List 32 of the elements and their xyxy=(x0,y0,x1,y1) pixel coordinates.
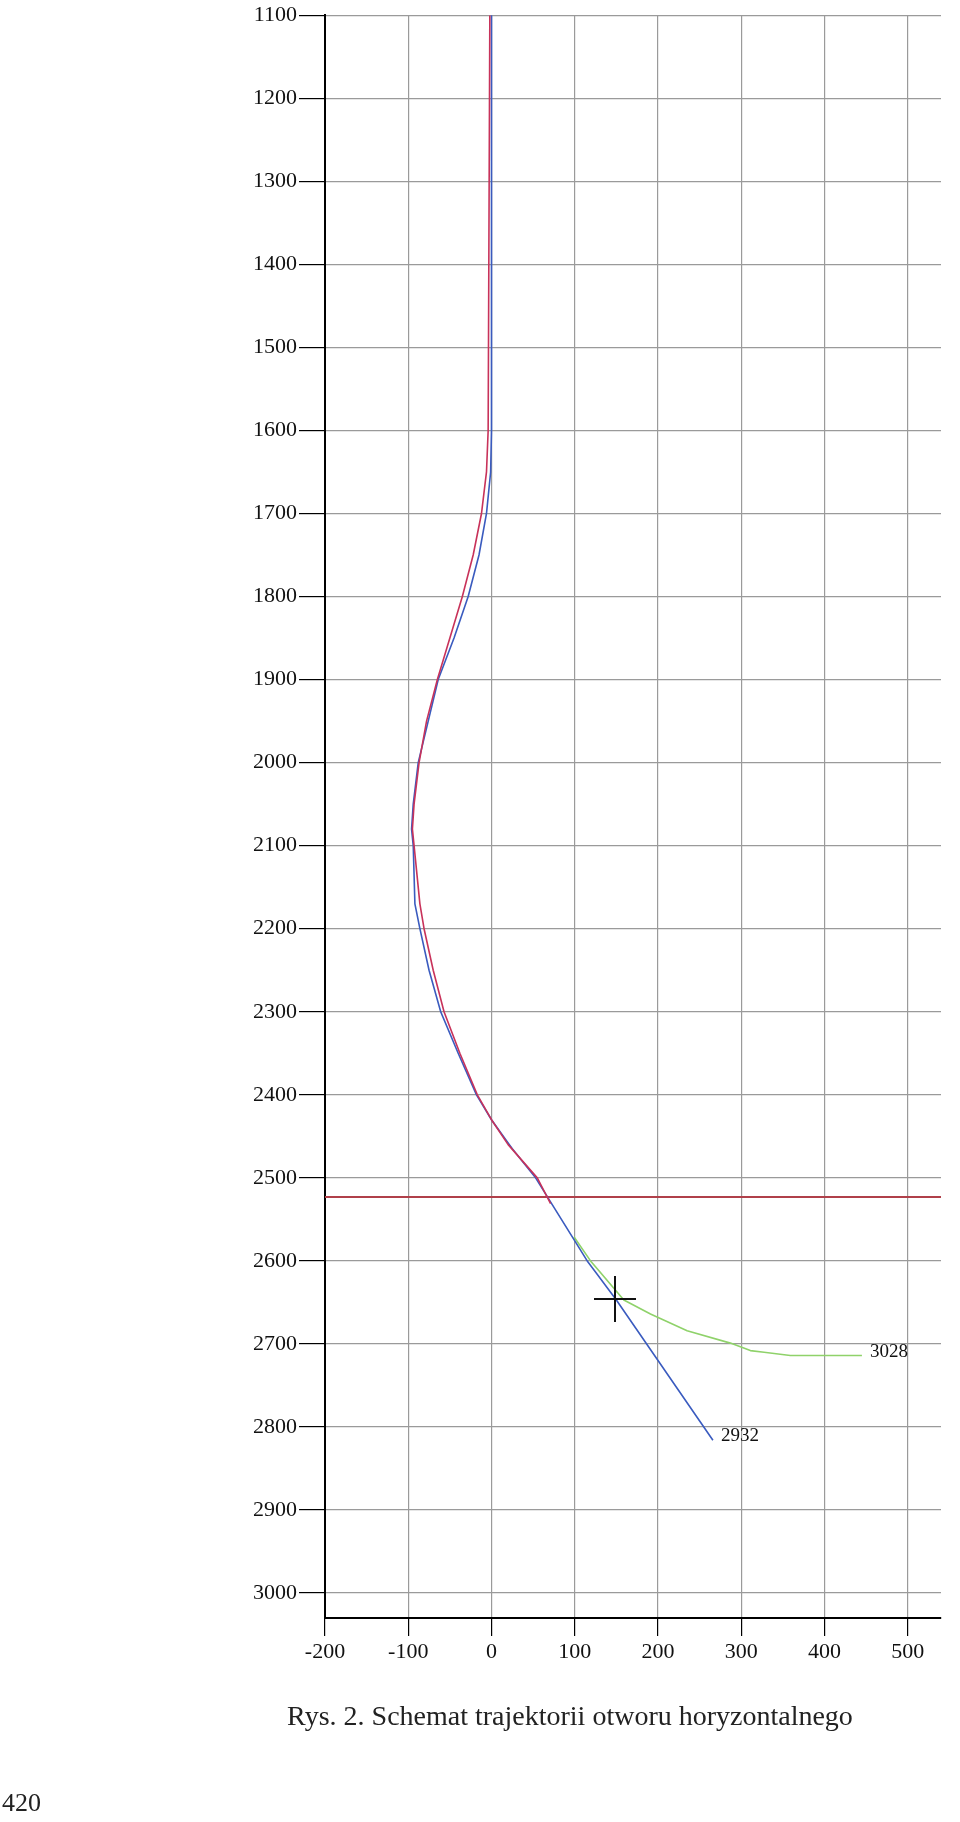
y-tick-label: 2500 xyxy=(253,1163,297,1189)
y-tick-label: 3000 xyxy=(253,1578,297,1604)
y-tick-label: 1200 xyxy=(253,84,297,110)
y-tick-label: 1100 xyxy=(253,0,297,26)
x-tick-label: 500 xyxy=(891,1637,925,1663)
x-tick-label: 200 xyxy=(641,1637,675,1663)
y-tick-label: 1700 xyxy=(253,499,297,525)
y-tick-label: 2000 xyxy=(253,748,297,774)
y-tick-label: 2800 xyxy=(253,1412,297,1438)
y-tick-label: 2600 xyxy=(253,1246,297,1272)
y-tick-label: 1300 xyxy=(253,167,297,193)
text: 420 xyxy=(2,1788,41,1818)
text: Rys. 2. Schemat trajektorii otworu horyzontalnego xyxy=(286,1700,854,1732)
annotation: 2932 xyxy=(720,1424,759,1446)
y-tick-label: 1600 xyxy=(253,416,297,442)
x-tick-label: 400 xyxy=(807,1637,841,1663)
y-tick-label: 1900 xyxy=(253,665,297,691)
annotation: 3028 xyxy=(869,1339,908,1361)
y-tick-label: 1500 xyxy=(253,333,297,359)
y-tick-label: 2200 xyxy=(253,914,297,940)
x-tick-label: 0 xyxy=(485,1637,497,1663)
x-tick-label: -200 xyxy=(304,1637,346,1663)
y-tick-label: 2700 xyxy=(253,1329,297,1355)
x-tick-label: -100 xyxy=(388,1637,429,1663)
x-tick-label: 300 xyxy=(724,1637,758,1663)
y-tick-label: 2900 xyxy=(253,1495,297,1521)
y-tick-label: 2100 xyxy=(253,831,297,857)
y-tick-label: 2400 xyxy=(253,1080,297,1106)
y-tick-label: 2300 xyxy=(253,997,297,1023)
y-tick-label: 1800 xyxy=(253,582,297,608)
y-tick-label: 1400 xyxy=(253,250,297,276)
x-tick-label: 100 xyxy=(558,1637,592,1663)
